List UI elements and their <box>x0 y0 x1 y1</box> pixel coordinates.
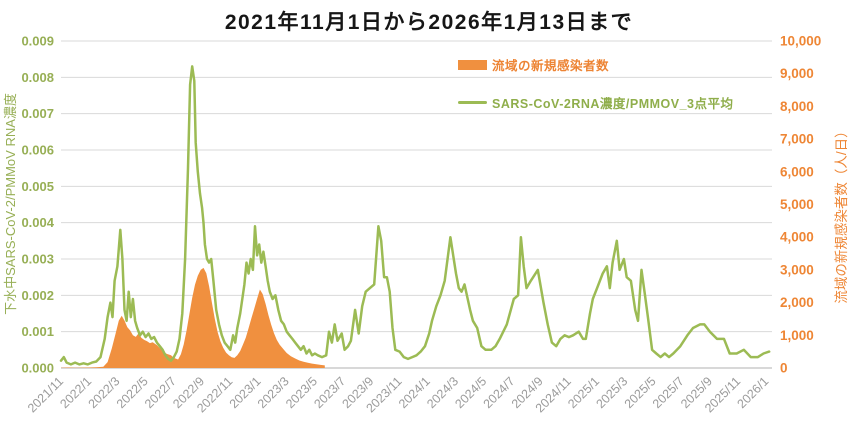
left-tick-label: 0.003 <box>21 252 54 267</box>
rna-line-swatch-icon <box>458 101 487 104</box>
left-tick-label: 0.009 <box>21 34 54 49</box>
right-tick-label: 5,000 <box>780 197 814 212</box>
legend-label-cases: 流域の新規感染者数 <box>492 59 610 73</box>
left-tick-label: 0.004 <box>21 215 54 230</box>
left-axis-title: 下水中SARS-CoV-2/PMMoV RNA濃度 <box>3 93 18 315</box>
left-tick-label: 0.007 <box>21 106 54 121</box>
right-tick-label: 10,000 <box>780 34 821 49</box>
right-tick-label: 7,000 <box>780 132 814 147</box>
x-axis-ticks-group: 2021/112022/12022/32022/52022/72022/9202… <box>25 374 772 415</box>
right-tick-label: 9,000 <box>780 66 814 81</box>
right-tick-label: 4,000 <box>780 230 814 245</box>
legend-item-rna: SARS-CoV-2RNA濃度/PMMOV_3点平均 <box>458 93 734 112</box>
right-axis-title: 流域の新規感染者数（人/日） <box>833 124 849 303</box>
rna-line-path <box>59 65 771 366</box>
series-group <box>59 65 771 368</box>
right-axis-ticks-group: 0 1,000 2,000 3,000 4,000 5,000 6,000 7,000 8,00… <box>780 34 821 376</box>
left-axis-ticks-group: 0.000 0.001 0.002 0.003 0.004 0.005 0.006 0.007… <box>21 34 54 376</box>
x-tick-label: 2026/1 <box>735 374 772 411</box>
legend-label-rna: SARS-CoV-2RNA濃度/PMMOV_3点平均 <box>492 97 734 111</box>
left-tick-label: 0.000 <box>21 361 54 376</box>
cases-area-path <box>61 267 325 368</box>
x-tick-label: 2021/11 <box>25 374 66 415</box>
left-tick-label: 0.001 <box>21 324 54 339</box>
left-tick-label: 0.008 <box>21 70 54 85</box>
left-tick-label: 0.006 <box>21 143 54 158</box>
right-tick-label: 6,000 <box>780 164 814 179</box>
right-tick-label: 1,000 <box>780 328 814 343</box>
left-tick-label: 0.002 <box>21 288 54 303</box>
chart-title: 2021年11月1日から2026年1月13日まで <box>224 11 634 34</box>
gridlines-group <box>61 40 772 369</box>
right-tick-label: 0 <box>780 361 788 376</box>
left-tick-label: 0.005 <box>21 179 54 194</box>
right-tick-label: 2,000 <box>780 295 814 310</box>
right-tick-label: 3,000 <box>780 262 814 277</box>
cases-area-swatch-icon <box>458 59 487 70</box>
right-tick-label: 8,000 <box>780 99 814 114</box>
legend-item-cases: 流域の新規感染者数 <box>458 55 609 74</box>
